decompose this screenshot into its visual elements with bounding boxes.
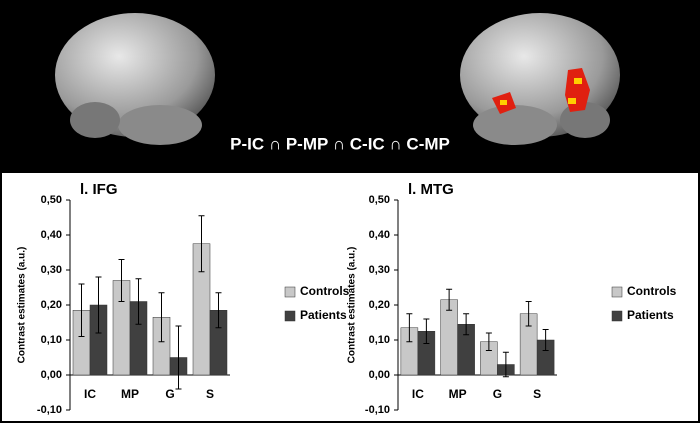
chart-title: l. IFG <box>80 181 118 198</box>
x-tick-label: S <box>206 387 214 401</box>
error-bar <box>118 259 125 302</box>
error-bar <box>78 283 85 337</box>
error-bar <box>175 325 182 390</box>
x-tick-label: G <box>165 387 174 401</box>
x-tick-label: G <box>493 387 502 401</box>
error-bar <box>542 329 549 351</box>
legend-label: Patients <box>627 308 674 322</box>
y-tick-label: 0,50 <box>41 194 62 206</box>
y-tick-label: 0,20 <box>41 299 62 311</box>
bar <box>440 299 458 376</box>
y-axis-label: Contrast estimates (a.u.) <box>347 247 358 364</box>
error-bar <box>502 351 509 378</box>
y-tick-label: 0,40 <box>369 229 390 241</box>
error-bar <box>525 301 532 327</box>
legend-swatch <box>611 310 623 322</box>
y-axis-label: Contrast estimates (a.u.) <box>17 247 28 364</box>
x-tick-label: MP <box>121 387 139 401</box>
y-tick-label: 0,00 <box>41 369 62 381</box>
error-bar <box>485 332 492 351</box>
x-tick-label: IC <box>412 387 424 401</box>
y-tick-label: 0,40 <box>41 229 62 241</box>
legend-swatch <box>284 310 296 322</box>
chart-title: l. MTG <box>408 181 454 198</box>
y-tick-label: 0,10 <box>41 334 62 346</box>
brain-right <box>460 13 620 145</box>
legend-label: Controls <box>627 284 677 298</box>
error-bar <box>423 318 430 344</box>
error-bar <box>198 215 205 273</box>
error-bar <box>135 278 142 325</box>
error-bar <box>463 313 470 336</box>
legend-swatch <box>284 286 296 298</box>
y-tick-label: -0,10 <box>365 404 390 416</box>
error-bar <box>158 292 165 343</box>
x-tick-label: IC <box>84 387 96 401</box>
x-tick-label: MP <box>449 387 467 401</box>
y-tick-label: 0,10 <box>369 334 390 346</box>
legend-label: Controls <box>300 284 350 298</box>
y-tick-label: 0,30 <box>369 264 390 276</box>
error-bar <box>446 288 453 311</box>
legend-label: Patients <box>300 308 347 322</box>
brain-left <box>55 13 215 145</box>
y-tick-label: 0,00 <box>369 369 390 381</box>
legend-swatch <box>611 286 623 298</box>
x-tick-label: S <box>533 387 541 401</box>
error-bar <box>95 276 102 334</box>
y-tick-label: -0,10 <box>37 404 62 416</box>
y-tick-label: 0,50 <box>369 194 390 206</box>
y-tick-label: 0,20 <box>369 299 390 311</box>
y-tick-label: 0,30 <box>41 264 62 276</box>
error-bar <box>215 292 222 329</box>
error-bar <box>406 313 413 343</box>
caption: P-IC ∩ P-MP ∩ C-IC ∩ C-MP <box>230 134 450 153</box>
